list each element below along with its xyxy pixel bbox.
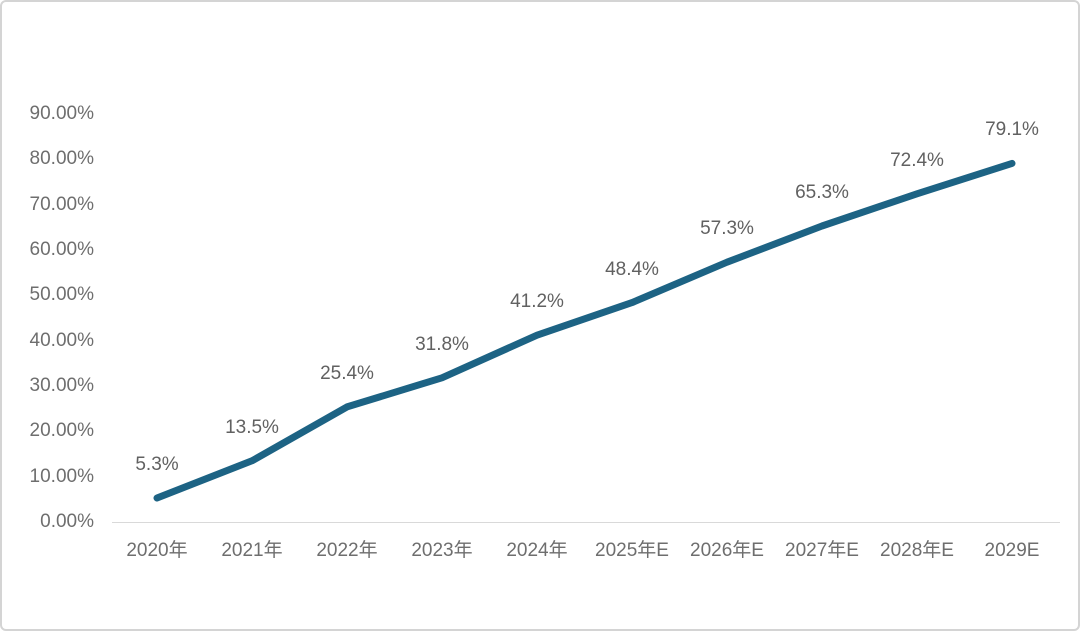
x-axis-label: 2024年 [506,540,568,561]
x-axis-label: 2022年 [316,540,378,561]
y-tick-label: 40.00% [29,329,94,351]
data-point-label: 5.3% [135,453,179,475]
y-tick-label: 80.00% [29,148,94,170]
data-point-label: 48.4% [605,258,659,280]
x-axis-label: 2029E [984,540,1040,561]
y-tick-label: 90.00% [29,103,94,124]
data-point-label: 72.4% [890,149,944,171]
data-point-label: 79.1% [985,119,1039,141]
y-tick-label: 0.00% [40,511,94,532]
y-tick-label: 70.00% [29,193,94,215]
data-point-label: 57.3% [700,218,754,240]
data-point-label: 25.4% [320,362,374,384]
x-axis-label: 2021年 [221,540,283,561]
x-axis-label: 2027年E [785,540,859,561]
x-axis-label: 2023年 [411,540,473,561]
y-tick-label: 60.00% [29,239,94,260]
x-axis-label: 2028年E [880,540,954,561]
data-point-label: 13.5% [225,416,279,438]
data-point-label: 31.8% [415,333,469,355]
x-axis-line [112,522,1060,523]
x-axis-label: 2026年E [690,540,764,561]
data-point-label: 65.3% [795,181,849,203]
y-tick-label: 10.00% [29,465,94,487]
y-tick-label: 20.00% [29,420,94,442]
y-tick-label: 50.00% [29,284,94,306]
line-series [153,159,1016,502]
x-axis-label: 2020年 [126,540,188,561]
y-tick-label: 30.00% [29,375,94,396]
x-axis-label: 2025年E [595,540,669,561]
data-point-label: 41.2% [510,291,564,313]
